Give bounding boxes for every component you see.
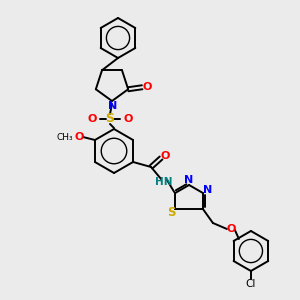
Text: HN: HN: [155, 177, 173, 187]
Text: O: O: [226, 224, 236, 234]
Text: O: O: [142, 82, 152, 92]
Text: Cl: Cl: [246, 279, 256, 289]
Text: S: S: [167, 206, 176, 220]
Text: O: O: [74, 132, 84, 142]
Text: O: O: [160, 151, 170, 161]
Text: N: N: [203, 185, 212, 195]
Text: N: N: [108, 101, 118, 111]
Text: CH₃: CH₃: [57, 133, 73, 142]
Text: N: N: [184, 175, 194, 185]
Text: S: S: [106, 112, 115, 125]
Text: O: O: [87, 114, 97, 124]
Text: O: O: [123, 114, 133, 124]
